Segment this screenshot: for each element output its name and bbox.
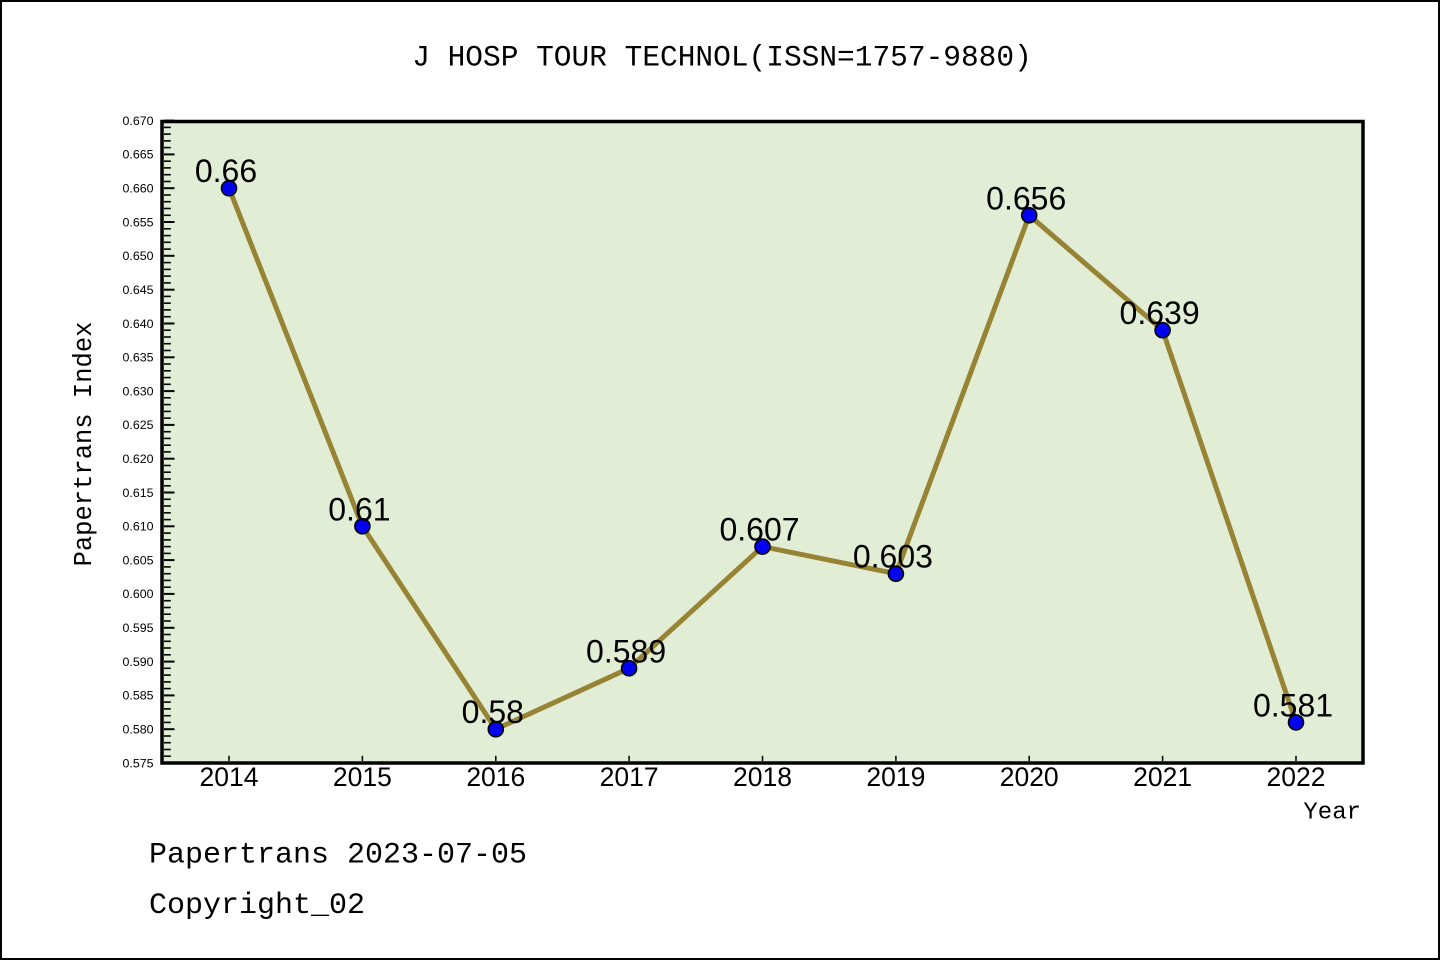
svg-text:0.660: 0.660 xyxy=(122,182,153,196)
svg-text:0.620: 0.620 xyxy=(122,452,153,466)
svg-text:0.670: 0.670 xyxy=(122,114,153,128)
svg-text:2020: 2020 xyxy=(1000,762,1059,792)
svg-text:0.639: 0.639 xyxy=(1120,295,1200,331)
svg-text:0.575: 0.575 xyxy=(122,756,153,770)
svg-text:2019: 2019 xyxy=(866,762,925,792)
svg-text:Copyright_02: Copyright_02 xyxy=(149,889,365,923)
svg-text:0.600: 0.600 xyxy=(122,587,153,601)
svg-text:0.605: 0.605 xyxy=(122,553,153,567)
svg-text:J HOSP TOUR TECHNOL(ISSN=1757-: J HOSP TOUR TECHNOL(ISSN=1757-9880) xyxy=(412,41,1032,75)
svg-text:0.610: 0.610 xyxy=(122,520,153,534)
svg-text:0.630: 0.630 xyxy=(122,384,153,398)
svg-text:0.645: 0.645 xyxy=(122,283,153,297)
svg-text:0.635: 0.635 xyxy=(122,351,153,365)
svg-text:0.589: 0.589 xyxy=(586,633,666,669)
svg-text:0.655: 0.655 xyxy=(122,215,153,229)
svg-text:0.607: 0.607 xyxy=(719,512,799,548)
svg-text:2015: 2015 xyxy=(333,762,392,792)
svg-text:0.585: 0.585 xyxy=(122,689,153,703)
svg-text:2022: 2022 xyxy=(1267,762,1326,792)
svg-text:0.590: 0.590 xyxy=(122,655,153,669)
svg-text:2021: 2021 xyxy=(1133,762,1192,792)
svg-text:0.615: 0.615 xyxy=(122,486,153,500)
svg-text:0.580: 0.580 xyxy=(122,723,153,737)
svg-text:0.656: 0.656 xyxy=(986,180,1066,216)
svg-text:2014: 2014 xyxy=(200,762,259,792)
svg-text:0.665: 0.665 xyxy=(122,148,153,162)
svg-text:Year: Year xyxy=(1303,800,1361,827)
svg-text:0.581: 0.581 xyxy=(1253,687,1333,723)
svg-text:0.595: 0.595 xyxy=(122,621,153,635)
svg-text:0.640: 0.640 xyxy=(122,317,153,331)
svg-text:Papertrans 2023-07-05: Papertrans 2023-07-05 xyxy=(149,839,527,873)
svg-text:0.58: 0.58 xyxy=(462,694,524,730)
svg-text:0.603: 0.603 xyxy=(853,539,933,575)
svg-text:0.650: 0.650 xyxy=(122,249,153,263)
svg-text:0.61: 0.61 xyxy=(328,491,390,527)
svg-text:2017: 2017 xyxy=(600,762,659,792)
svg-text:Papertrans Index: Papertrans Index xyxy=(70,322,99,567)
svg-text:2016: 2016 xyxy=(466,762,525,792)
svg-text:2018: 2018 xyxy=(733,762,792,792)
svg-text:0.625: 0.625 xyxy=(122,418,153,432)
svg-text:0.66: 0.66 xyxy=(195,153,257,189)
